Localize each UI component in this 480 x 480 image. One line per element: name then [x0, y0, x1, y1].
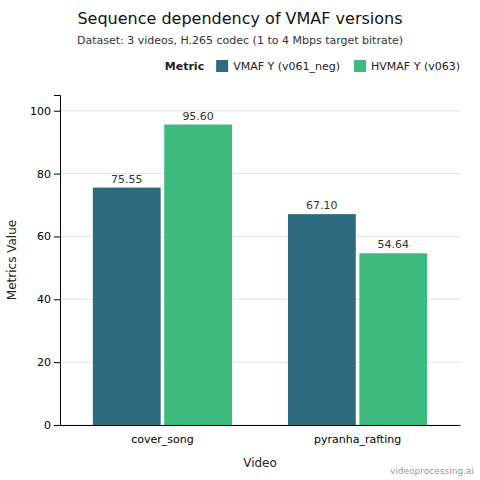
x-tick-label: cover_song — [131, 433, 194, 446]
y-axis-title: Metrics Value — [5, 220, 19, 300]
grid-line — [60, 110, 460, 111]
y-tick-label: 100 — [30, 105, 51, 118]
y-tick-mark — [54, 362, 60, 363]
plot-area: 75.55 67.10 95.60 54.64 0 20 40 60 80 100 cover_so… — [5, 96, 461, 471]
x-axis-line — [61, 425, 461, 426]
chart-container: Sequence dependency of VMAF versions Data… — [0, 0, 480, 480]
subtitle: Dataset: 3 videos, H.265 codec (1 to 4 M… — [77, 34, 403, 47]
data-label: 75.55 — [111, 173, 143, 186]
bar-series — [164, 125, 427, 425]
x-axis-title: Video — [243, 456, 277, 470]
x-axis: cover_song pyranha_rafting — [61, 426, 461, 446]
bars — [93, 125, 427, 425]
y-tick: 40 — [37, 293, 60, 306]
y-tick: 0 — [44, 419, 60, 432]
legend-swatch — [354, 60, 366, 72]
y-tick-mark — [54, 111, 60, 112]
watermark: videoprocessing.ai — [390, 466, 474, 476]
y-tick-label: 80 — [37, 168, 51, 181]
bar — [93, 188, 161, 425]
title: Sequence dependency of VMAF versions — [77, 9, 402, 28]
legend: Metric VMAF Y (v061_neg) HVMAF Y (v063) — [165, 60, 460, 73]
y-tick: 20 — [37, 356, 60, 369]
data-labels: 75.55 67.10 95.60 54.64 — [111, 110, 409, 252]
legend-item: HVMAF Y (v063) — [354, 60, 460, 73]
data-label: 54.64 — [378, 238, 410, 251]
y-tick: 100 — [30, 105, 60, 118]
y-tick-label: 0 — [44, 419, 51, 432]
legend-title: Metric — [165, 60, 204, 73]
legend-item: VMAF Y (v061_neg) — [216, 60, 340, 73]
x-tick-label: pyranha_rafting — [314, 433, 401, 446]
x-tick: cover_song — [131, 433, 194, 446]
y-tick-label: 40 — [37, 293, 51, 306]
bar — [359, 253, 427, 425]
bar — [164, 125, 232, 425]
y-tick-label: 20 — [37, 356, 51, 369]
y-axis: 0 20 40 60 80 100 — [30, 96, 61, 433]
legend-label: VMAF Y (v061_neg) — [233, 60, 340, 73]
y-tick: 80 — [37, 168, 60, 181]
y-tick-mark — [54, 299, 60, 300]
y-tick: 60 — [37, 230, 60, 243]
data-label: 67.10 — [306, 199, 338, 212]
bar — [288, 214, 356, 425]
data-label: 95.60 — [182, 110, 214, 123]
legend-label: HVMAF Y (v063) — [371, 60, 460, 73]
legend-swatch — [216, 60, 228, 72]
y-axis-line — [54, 96, 61, 426]
grid — [60, 111, 460, 425]
y-tick-mark — [54, 425, 60, 426]
chart-svg: Sequence dependency of VMAF versions Data… — [0, 0, 480, 480]
x-tick: pyranha_rafting — [314, 433, 401, 446]
y-tick-mark — [54, 236, 60, 237]
y-tick-label: 60 — [37, 230, 51, 243]
y-tick-mark — [54, 174, 60, 175]
